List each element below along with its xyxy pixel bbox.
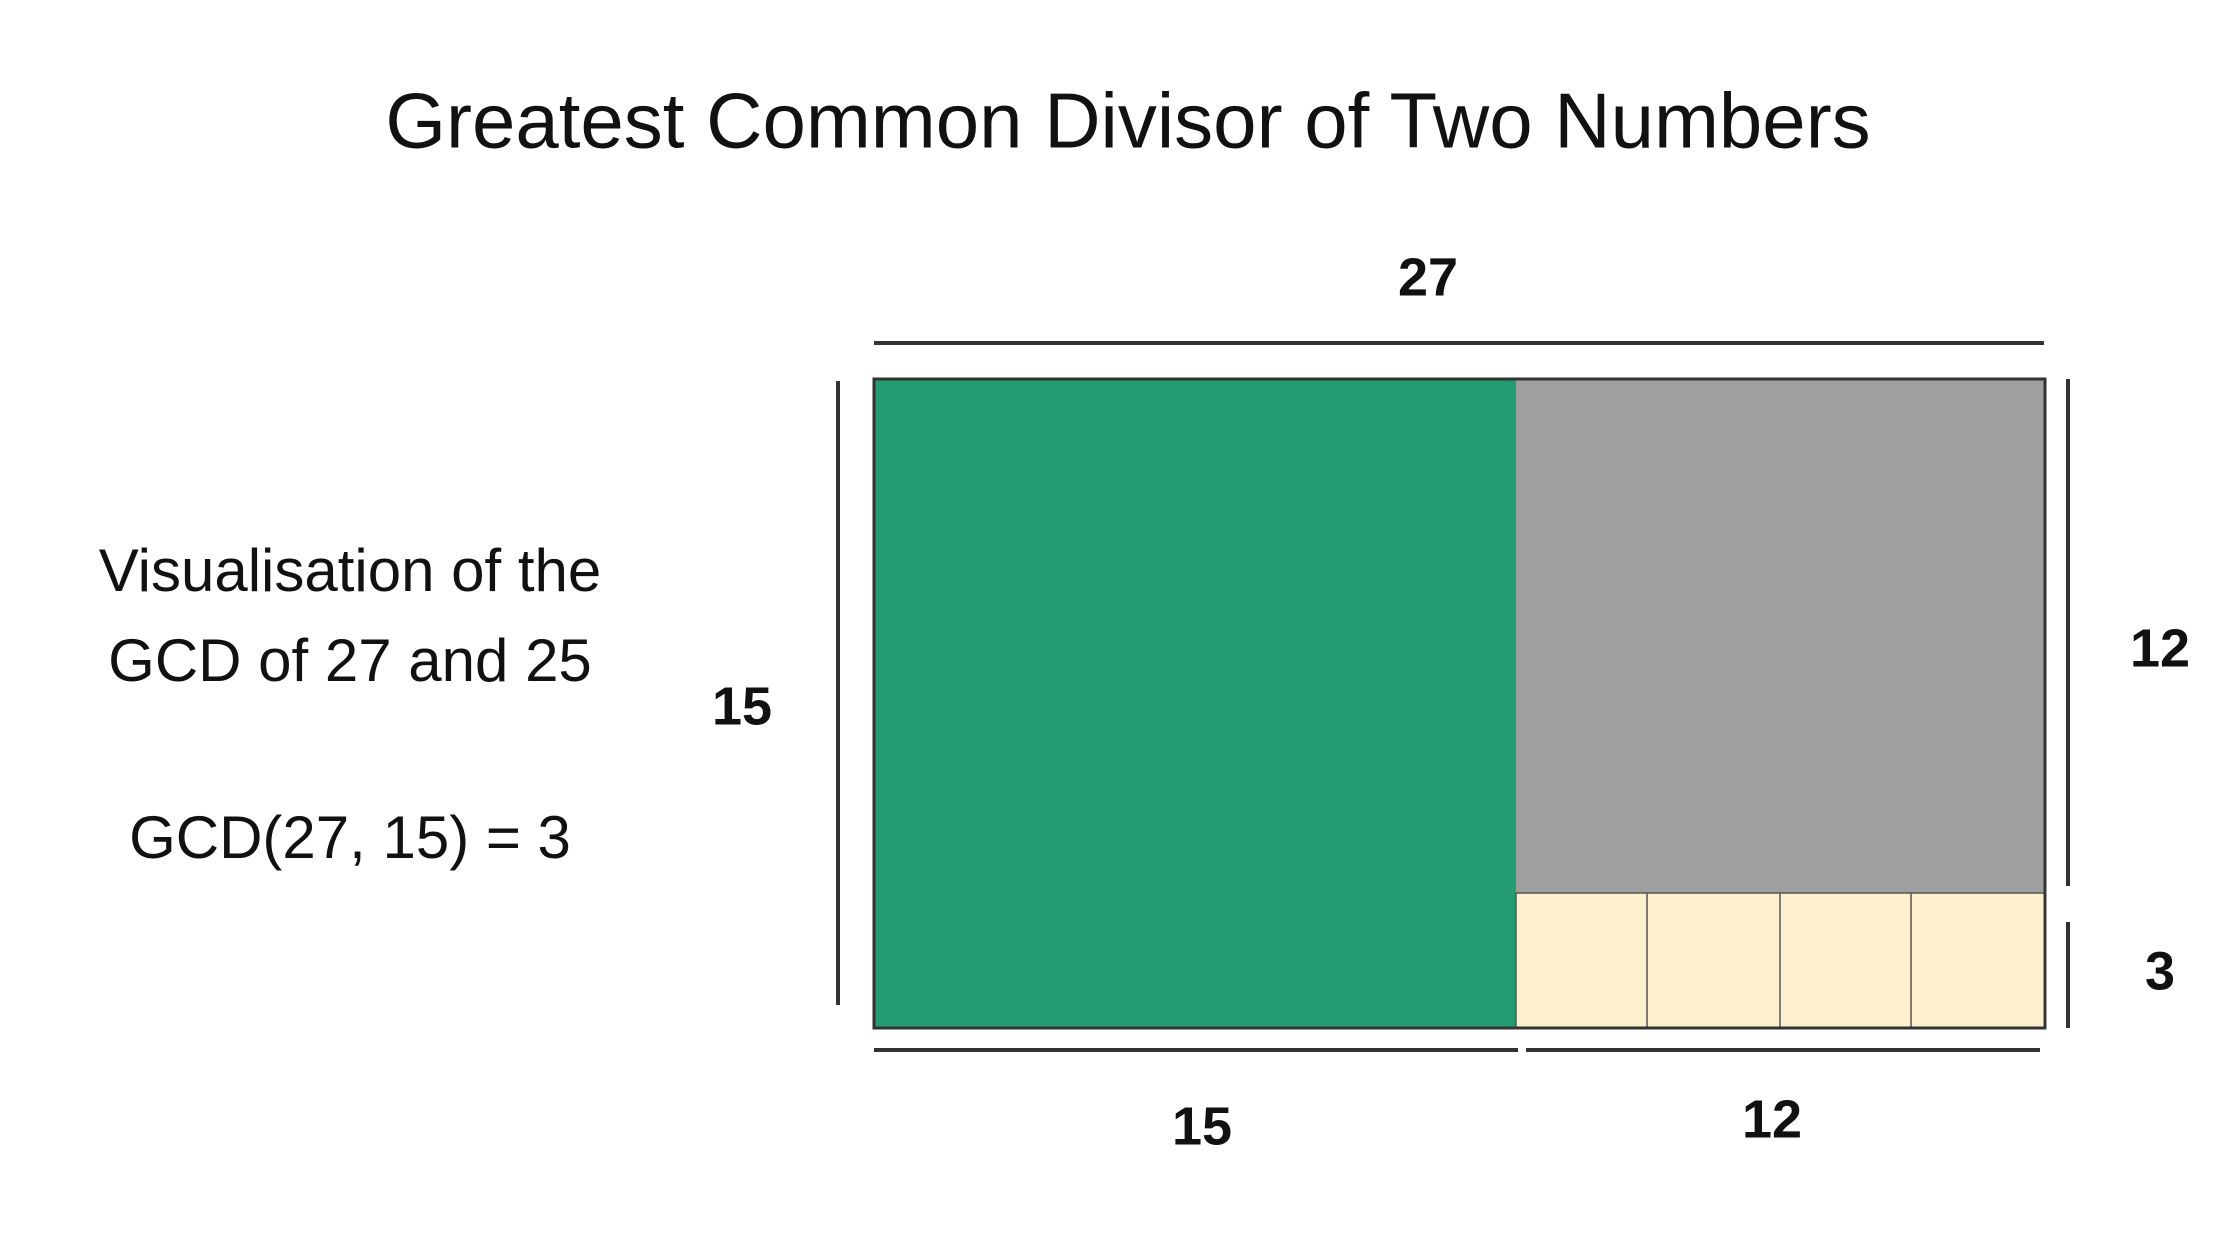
caption-result: GCD(27, 15) = 3 <box>129 804 571 871</box>
dimension-label: 12 <box>1742 1089 1802 1149</box>
square-12 <box>1516 379 2045 893</box>
dimension-label: 15 <box>1172 1096 1232 1156</box>
rectangle <box>872 377 2047 1030</box>
square-15 <box>874 379 1516 1028</box>
dimension-label: 12 <box>2130 618 2190 678</box>
caption-line: Visualisation of the <box>99 537 602 604</box>
title: Greatest Common Divisor of Two Numbers <box>385 77 1870 165</box>
caption-line: GCD of 27 and 25 <box>108 627 592 694</box>
dimension-label: 3 <box>2145 941 2175 1001</box>
dimension-label: 15 <box>712 676 772 736</box>
dimension-label: 27 <box>1398 247 1458 307</box>
outline <box>872 377 2047 1030</box>
